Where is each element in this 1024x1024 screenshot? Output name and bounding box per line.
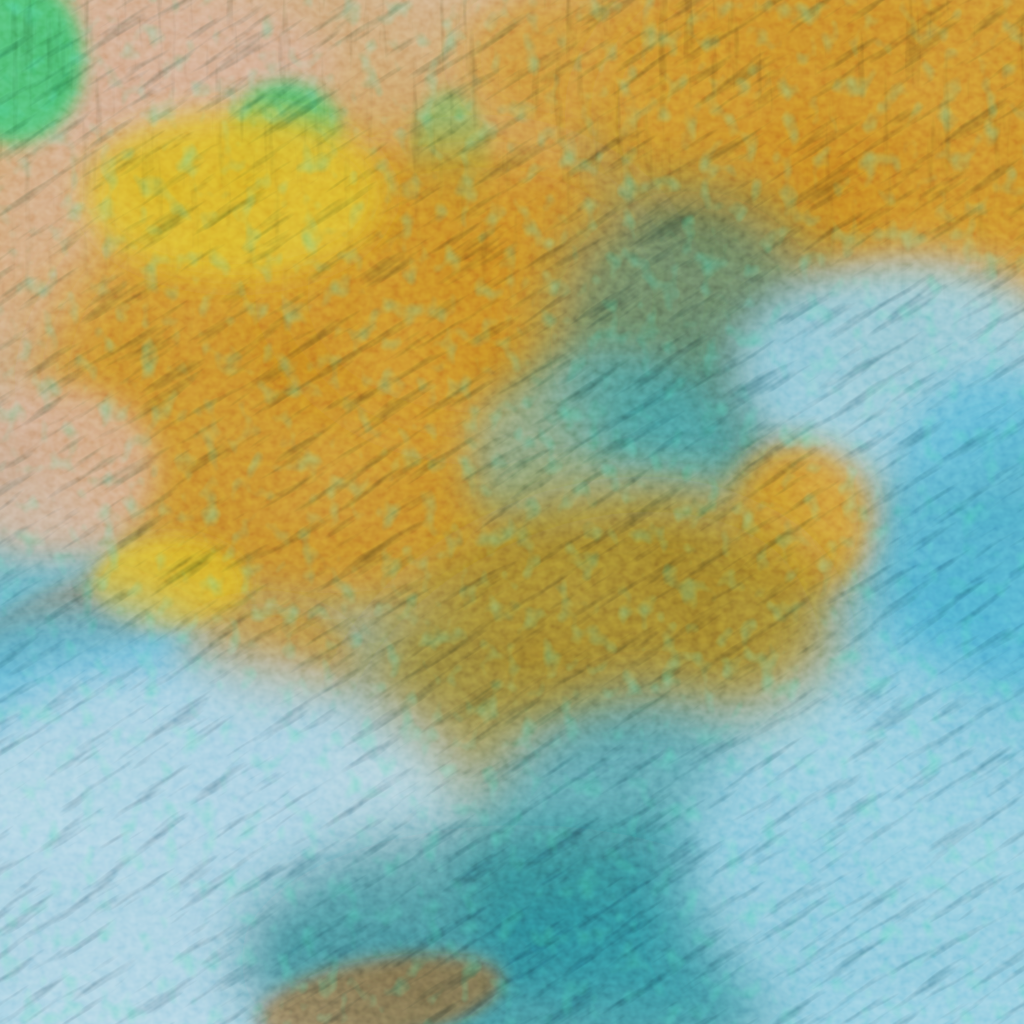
satellite-texture-canvas [0, 0, 1024, 1024]
false-color-satellite-image: Full-frame false-color satellite-style i… [0, 0, 1024, 1024]
grain-noise-layer [0, 0, 1024, 1024]
